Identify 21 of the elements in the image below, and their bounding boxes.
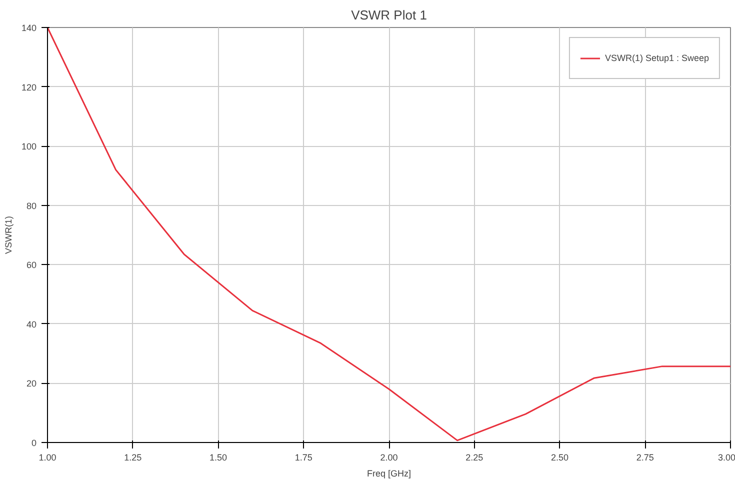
y-tick-label: 80 bbox=[26, 200, 37, 211]
y-tick-label: 120 bbox=[21, 82, 37, 92]
legend-label: VSWR(1) Setup1 : Sweep bbox=[604, 53, 709, 63]
y-axis-title: VSWR(1) bbox=[3, 216, 14, 254]
x-tick-label: 1.00 bbox=[38, 452, 56, 462]
y-tick-label: 140 bbox=[21, 23, 37, 33]
x-tick-label: 1.50 bbox=[209, 452, 228, 462]
x-axis-title: Freq [GHz] bbox=[366, 468, 412, 478]
x-tick-label: 3.00 bbox=[718, 452, 735, 462]
x-tick-label: 1.25 bbox=[124, 452, 142, 462]
y-tick-label: 40 bbox=[26, 319, 37, 330]
y-tick-label: 60 bbox=[26, 260, 37, 270]
x-tick-label: 2.00 bbox=[380, 452, 398, 462]
x-tick-label: 1.75 bbox=[294, 452, 312, 462]
chart-title: VSWR Plot 1 bbox=[351, 8, 427, 22]
y-tick-label: 0 bbox=[31, 438, 37, 448]
y-tick-label: 100 bbox=[21, 142, 37, 152]
x-tick-label: 2.75 bbox=[636, 452, 654, 462]
x-tick-label: 2.50 bbox=[550, 452, 569, 462]
y-tick-label: 20 bbox=[26, 378, 37, 389]
x-tick-label: 2.25 bbox=[466, 452, 484, 462]
